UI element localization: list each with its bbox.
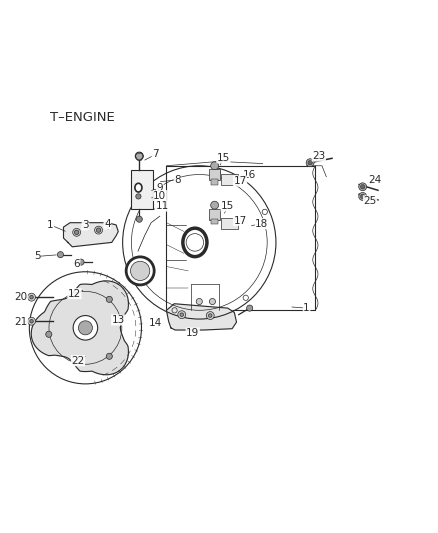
Circle shape — [360, 194, 365, 199]
Text: 7: 7 — [152, 149, 159, 159]
Text: 17: 17 — [233, 176, 247, 186]
Circle shape — [30, 319, 33, 323]
Circle shape — [211, 201, 219, 209]
Text: 6: 6 — [73, 260, 80, 269]
Circle shape — [209, 298, 215, 304]
Circle shape — [359, 183, 367, 191]
Circle shape — [131, 261, 150, 280]
Polygon shape — [166, 304, 237, 330]
Polygon shape — [31, 281, 128, 375]
Text: 18: 18 — [255, 219, 268, 229]
Circle shape — [74, 230, 79, 235]
Polygon shape — [64, 223, 118, 247]
Text: 17: 17 — [233, 215, 247, 225]
Text: 13: 13 — [112, 315, 125, 325]
Circle shape — [180, 313, 184, 317]
Text: 1: 1 — [47, 220, 54, 230]
Bar — [209, 169, 220, 180]
Bar — [209, 209, 220, 220]
FancyBboxPatch shape — [221, 218, 238, 229]
Circle shape — [30, 295, 33, 299]
Text: 1: 1 — [303, 303, 310, 313]
Circle shape — [306, 159, 314, 167]
Circle shape — [136, 216, 142, 222]
Circle shape — [96, 228, 101, 232]
Text: 15: 15 — [217, 153, 230, 163]
Text: 16: 16 — [243, 169, 256, 180]
Text: 23: 23 — [312, 151, 325, 161]
Text: 12: 12 — [68, 289, 81, 298]
Circle shape — [360, 184, 365, 189]
Circle shape — [78, 321, 92, 335]
Text: 8: 8 — [174, 175, 181, 185]
Text: 22: 22 — [71, 356, 85, 366]
Text: 15: 15 — [221, 201, 234, 211]
Circle shape — [178, 311, 186, 319]
Bar — [211, 179, 218, 184]
Ellipse shape — [135, 183, 142, 192]
Circle shape — [208, 314, 212, 317]
Circle shape — [308, 160, 312, 165]
Text: 21: 21 — [14, 317, 28, 327]
Circle shape — [206, 312, 214, 319]
Circle shape — [196, 298, 202, 304]
Circle shape — [29, 272, 141, 384]
Text: 24: 24 — [368, 175, 381, 185]
Text: 20: 20 — [14, 292, 28, 302]
Circle shape — [135, 152, 143, 160]
Text: T–ENGINE: T–ENGINE — [50, 111, 115, 124]
Text: 4: 4 — [104, 219, 111, 229]
Text: 25: 25 — [364, 196, 377, 206]
Text: 3: 3 — [82, 220, 89, 230]
Circle shape — [28, 293, 35, 301]
Circle shape — [46, 331, 52, 337]
Circle shape — [247, 305, 253, 311]
Circle shape — [106, 296, 113, 302]
FancyBboxPatch shape — [131, 170, 153, 209]
Circle shape — [211, 162, 219, 169]
Circle shape — [106, 353, 113, 359]
Circle shape — [73, 229, 81, 236]
Circle shape — [78, 259, 84, 265]
Circle shape — [126, 257, 154, 285]
Text: 11: 11 — [155, 201, 169, 211]
Text: 19: 19 — [186, 328, 199, 338]
Circle shape — [136, 194, 141, 199]
Circle shape — [95, 226, 102, 234]
Circle shape — [28, 317, 35, 325]
Circle shape — [359, 192, 367, 200]
FancyBboxPatch shape — [221, 174, 238, 185]
Text: 9: 9 — [156, 183, 163, 193]
Text: 5: 5 — [34, 252, 41, 261]
Circle shape — [57, 252, 64, 258]
Bar — [211, 219, 218, 224]
Circle shape — [73, 316, 98, 340]
Text: 10: 10 — [153, 190, 166, 200]
Text: 14: 14 — [149, 318, 162, 328]
